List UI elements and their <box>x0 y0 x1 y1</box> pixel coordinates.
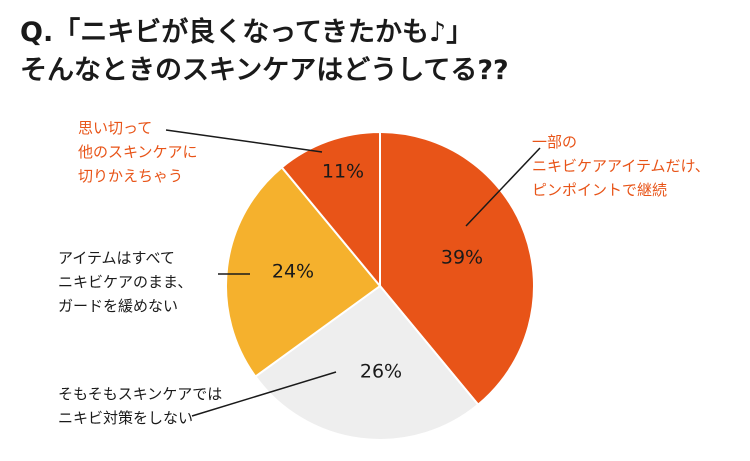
title-line-1: Q.「ニキビが良くなってきたかも♪」 <box>20 17 474 48</box>
leader-line-switch-skincare <box>165 129 323 153</box>
value-label-no-acne-care: 26% <box>360 361 402 383</box>
slice-label-continue-spot-care: 一部の ニキビケアアイテムだけ、 ピンポイントで継続 <box>532 130 710 202</box>
value-label-keep-all-items: 24% <box>272 261 314 283</box>
slice-label-line: 思い切って <box>78 119 153 137</box>
slice-label-line: 一部の <box>532 133 578 151</box>
slice-label-keep-all-items: アイテムはすべて ニキビケアのまま、 ガードを緩めない <box>58 246 192 318</box>
slice-label-line: ニキビ対策をしない <box>58 409 194 427</box>
slice-label-line: そもそもスキンケアでは <box>58 385 223 403</box>
pie-slice-continue-spot-care <box>379 130 535 407</box>
slice-label-line: 他のスキンケアに <box>78 143 198 161</box>
slice-label-line: アイテムはすべて <box>58 249 175 267</box>
slice-label-line: ニキビケアアイテムだけ、 <box>532 157 710 175</box>
slice-label-switch-skincare: 思い切って 他のスキンケアに 切りかえちゃう <box>78 116 198 188</box>
slice-label-line: ピンポイントで継続 <box>532 181 668 199</box>
leader-line-continue-spot-care <box>465 147 541 227</box>
slice-label-no-acne-care: そもそもスキンケアでは ニキビ対策をしない <box>58 382 222 430</box>
slice-label-line: ガードを緩めない <box>58 297 179 315</box>
leader-line-no-acne-care <box>191 371 337 417</box>
pie-slice-no-acne-care <box>254 284 480 441</box>
slice-label-line: ニキビケアのまま、 <box>58 273 193 291</box>
slice-label-line: 切りかえちゃう <box>78 167 184 185</box>
pie-slice-keep-all-items <box>225 165 382 378</box>
chart-title: Q.「ニキビが良くなってきたかも♪」 そんなときのスキンケアはどうしてる?? <box>20 14 509 90</box>
title-line-2: そんなときのスキンケアはどうしてる?? <box>20 55 509 86</box>
value-label-continue-spot-care: 39% <box>441 247 483 269</box>
value-label-switch-skincare: 11% <box>322 161 364 183</box>
pie-slice-switch-skincare <box>280 130 381 289</box>
